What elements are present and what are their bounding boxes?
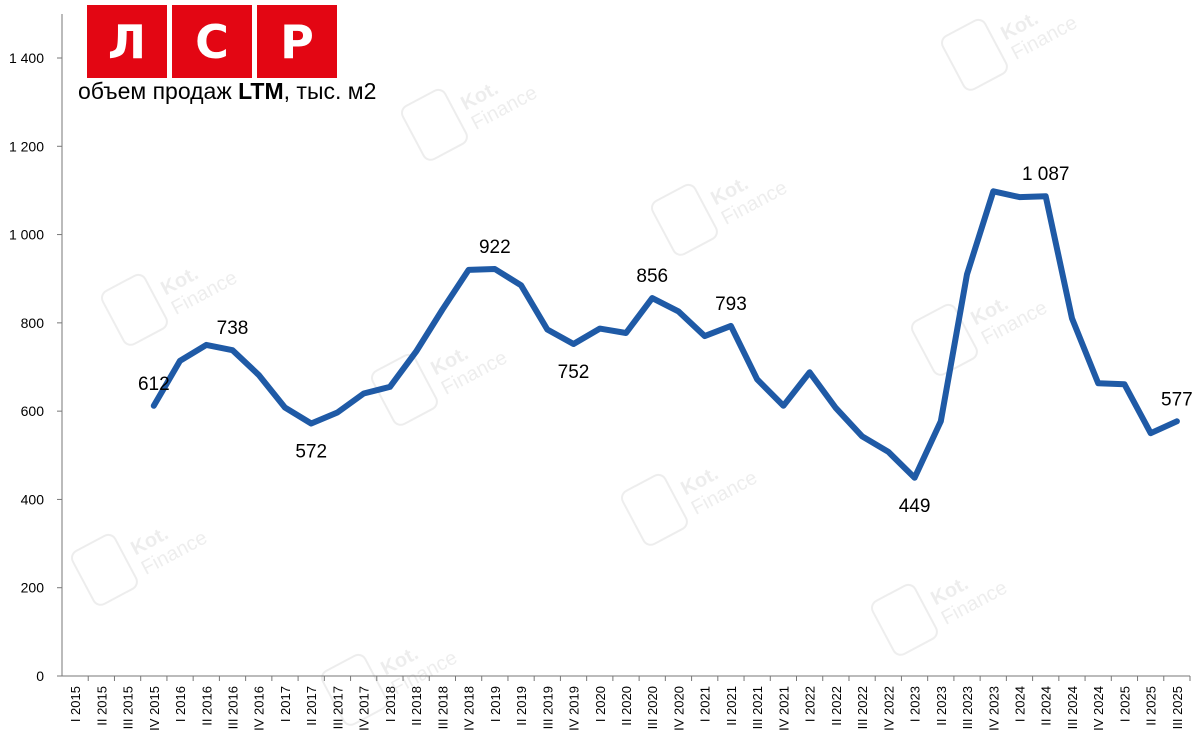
data-labels-layer: 612 738 572 922 752 856 793 449 1 087 577 bbox=[138, 164, 1193, 517]
x-tick-label: I 2018 bbox=[383, 686, 398, 722]
company-logo: Л С Р bbox=[87, 5, 337, 78]
x-tick-label: IV 2023 bbox=[986, 686, 1001, 731]
x-tick-label: IV 2018 bbox=[462, 686, 477, 731]
x-tick-label: I 2016 bbox=[173, 686, 188, 722]
x-tick-label: IV 2021 bbox=[776, 686, 791, 731]
x-tick-label: IV 2020 bbox=[671, 686, 686, 731]
subtitle-bold: LTM bbox=[238, 78, 284, 104]
y-tick-label: 200 bbox=[21, 580, 45, 596]
watermark-cat-icon bbox=[101, 273, 168, 346]
watermark-cat-icon bbox=[621, 473, 688, 546]
watermark-cat-icon bbox=[321, 653, 388, 726]
data-label: 577 bbox=[1161, 389, 1193, 410]
watermark-cat-icon bbox=[401, 88, 468, 161]
x-tick-label: III 2024 bbox=[1065, 686, 1080, 729]
data-label: 793 bbox=[715, 294, 747, 315]
x-tick-label: II 2020 bbox=[619, 686, 634, 726]
x-tick-label: III 2018 bbox=[435, 686, 450, 729]
x-tick-label: III 2025 bbox=[1170, 686, 1185, 729]
watermark-cat-icon bbox=[941, 18, 1008, 91]
x-tick-label: III 2020 bbox=[645, 686, 660, 729]
x-tick-label: I 2017 bbox=[278, 686, 293, 722]
x-tick-label: II 2017 bbox=[304, 686, 319, 726]
x-tick-label: IV 2019 bbox=[567, 686, 582, 731]
x-tick-label: III 2015 bbox=[121, 686, 136, 729]
data-label: 856 bbox=[636, 266, 668, 287]
chart-subtitle: объем продаж LTM, тыс. м2 bbox=[78, 78, 376, 105]
watermark-cat-icon bbox=[71, 533, 138, 606]
watermark: Kot.Finance bbox=[371, 342, 511, 426]
x-tick-label: III 2019 bbox=[540, 686, 555, 729]
watermark-cat-icon bbox=[371, 353, 438, 426]
watermark: Kot.Finance bbox=[401, 77, 541, 161]
x-tick-label: I 2015 bbox=[68, 686, 83, 722]
x-tick-label: II 2022 bbox=[829, 686, 844, 726]
watermark: Kot.Finance bbox=[621, 462, 761, 546]
watermark: Kot.Finance bbox=[871, 572, 1011, 656]
y-tick-label: 1 400 bbox=[9, 50, 44, 66]
y-tick-label: 1 200 bbox=[9, 138, 44, 154]
x-tick-label: II 2016 bbox=[199, 686, 214, 726]
x-tick-label: II 2019 bbox=[514, 686, 529, 726]
x-tick-label: II 2024 bbox=[1039, 686, 1054, 726]
x-tick-label: I 2023 bbox=[908, 686, 923, 722]
subtitle-prefix: объем продаж bbox=[78, 78, 239, 104]
y-tick-label: 600 bbox=[21, 403, 45, 419]
x-tick-label: I 2019 bbox=[488, 686, 503, 722]
x-tick-label: IV 2017 bbox=[357, 686, 372, 731]
logo-letter: С bbox=[172, 5, 252, 78]
x-tick-label: I 2021 bbox=[698, 686, 713, 722]
y-tick-label: 1 000 bbox=[9, 227, 44, 243]
x-tick-label: III 2023 bbox=[960, 686, 975, 729]
data-label: 922 bbox=[479, 237, 511, 258]
x-tick-label: I 2022 bbox=[803, 686, 818, 722]
x-tick-label: II 2015 bbox=[94, 686, 109, 726]
x-tick-label: IV 2022 bbox=[881, 686, 896, 731]
x-tick-label: I 2025 bbox=[1117, 686, 1132, 722]
x-tick-label: II 2018 bbox=[409, 686, 424, 726]
x-axis-ticks: I 2015 II 2015 III 2015 IV 2015 I 2016 II 201… bbox=[68, 676, 1191, 731]
x-tick-label: I 2020 bbox=[593, 686, 608, 722]
x-tick-label: III 2021 bbox=[750, 686, 765, 729]
watermark-cat-icon bbox=[651, 183, 718, 256]
x-tick-label: III 2022 bbox=[855, 686, 870, 729]
watermark: Kot.Finance bbox=[911, 292, 1051, 376]
watermark-cat-icon bbox=[871, 583, 938, 656]
x-tick-label: II 2023 bbox=[934, 686, 949, 726]
data-label: 572 bbox=[295, 442, 327, 463]
x-tick-label: IV 2015 bbox=[147, 686, 162, 731]
y-axis-ticks: 0 200 400 600 800 1 000 1 200 1 400 bbox=[9, 50, 62, 684]
chart-axes bbox=[61, 14, 1190, 677]
x-tick-label: III 2016 bbox=[226, 686, 241, 729]
watermark: Kot.Finance bbox=[651, 172, 791, 256]
logo-letter: Л bbox=[87, 5, 167, 78]
subtitle-suffix: , тыс. м2 bbox=[283, 78, 377, 104]
series-layer bbox=[150, 188, 1180, 481]
logo-letter: Р bbox=[257, 5, 337, 78]
y-tick-label: 0 bbox=[36, 668, 44, 684]
x-tick-label: IV 2024 bbox=[1091, 686, 1106, 731]
data-label: 738 bbox=[217, 318, 249, 339]
x-tick-label: II 2021 bbox=[724, 686, 739, 726]
data-label: 752 bbox=[558, 362, 590, 383]
y-tick-label: 400 bbox=[21, 491, 45, 507]
y-tick-label: 800 bbox=[21, 315, 45, 331]
x-tick-label: I 2024 bbox=[1012, 686, 1027, 722]
watermark: Kot.Finance bbox=[941, 7, 1081, 91]
series-line bbox=[150, 188, 1180, 481]
data-label: 449 bbox=[899, 496, 931, 517]
data-label: 1 087 bbox=[1022, 164, 1070, 185]
data-label: 612 bbox=[138, 374, 170, 395]
x-tick-label: III 2017 bbox=[330, 686, 345, 729]
watermark-cat-icon bbox=[911, 303, 978, 376]
watermark: Kot.Finance bbox=[71, 522, 211, 606]
x-tick-label: IV 2016 bbox=[252, 686, 267, 731]
x-tick-label: II 2025 bbox=[1144, 686, 1159, 726]
